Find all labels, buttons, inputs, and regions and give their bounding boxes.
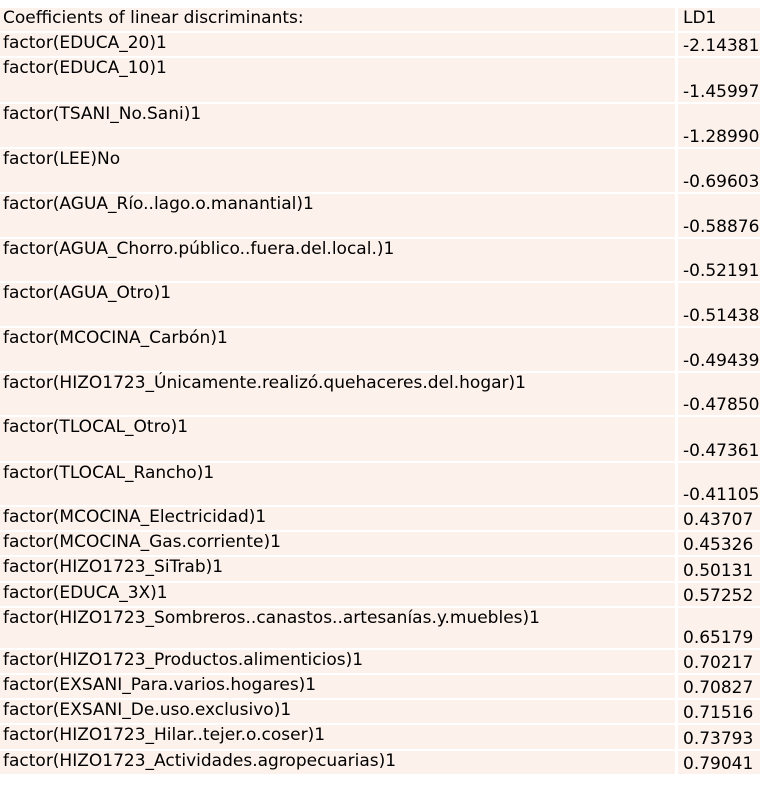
- table-row: factor(LEE)No -0.69603: [0, 148, 760, 194]
- row-name: factor(TLOCAL_Rancho)1: [0, 462, 677, 507]
- row-value: -0.52191: [675, 238, 760, 283]
- row-value: -0.41105: [675, 462, 760, 507]
- coefficients-table: Coefficients of linear discriminants: LD…: [0, 8, 760, 776]
- row-name: factor(AGUA_Río..lago.o.manantial)1: [0, 193, 677, 239]
- row-name: factor(TSANI_No.Sani)1: [0, 103, 677, 149]
- row-value: -0.47850: [675, 372, 760, 417]
- row-value: -0.69603: [675, 148, 760, 194]
- table-row: factor(HIZO1723_SiTrab)1 0.50131: [0, 556, 760, 583]
- table-row: factor(MCOCINA_Gas.corriente)1 0.45326: [0, 531, 760, 557]
- table-row: factor(TLOCAL_Rancho)1 -0.41105: [0, 462, 760, 507]
- row-value: -2.14381: [675, 32, 760, 58]
- row-name: factor(HIZO1723_Actividades.agropecuaria…: [0, 750, 677, 776]
- table-row: factor(AGUA_Otro)1 -0.51438: [0, 282, 760, 328]
- row-name: factor(AGUA_Chorro.público..fuera.del.lo…: [0, 238, 677, 283]
- row-name: factor(HIZO1723_Únicamente.realizó.queha…: [0, 372, 677, 417]
- table-row: factor(EDUCA_20)1 -2.14381: [0, 32, 760, 58]
- row-name: factor(MCOCINA_Carbón)1: [0, 327, 677, 373]
- row-name: factor(HIZO1723_Hilar..tejer.o.coser)1: [0, 724, 677, 751]
- row-value: -0.58876: [675, 193, 760, 239]
- row-name: factor(HIZO1723_SiTrab)1: [0, 556, 677, 583]
- row-name: factor(AGUA_Otro)1: [0, 282, 677, 328]
- table-row: factor(MCOCINA_Carbón)1 -0.49439: [0, 327, 760, 373]
- table-row: factor(AGUA_Chorro.público..fuera.del.lo…: [0, 238, 760, 283]
- row-value: 0.70827: [675, 674, 760, 700]
- row-name: factor(MCOCINA_Gas.corriente)1: [0, 531, 677, 557]
- row-value: -0.49439: [675, 327, 760, 373]
- row-name: factor(HIZO1723_Productos.alimenticios)1: [0, 649, 677, 675]
- row-name: factor(EDUCA_20)1: [0, 32, 677, 58]
- table-row: factor(HIZO1723_Sombreros..canastos..art…: [0, 607, 760, 650]
- coefficients-table-body: Coefficients of linear discriminants: LD…: [0, 8, 760, 776]
- row-name: factor(EDUCA_10)1: [0, 57, 677, 104]
- row-value: -1.45997: [675, 57, 760, 104]
- row-value: 0.57252: [675, 582, 760, 608]
- row-value: 0.73793: [675, 724, 760, 751]
- table-row: factor(TLOCAL_Otro)1 -0.47361: [0, 416, 760, 463]
- header-label: Coefficients of linear discriminants:: [0, 8, 677, 33]
- table-row: factor(HIZO1723_Actividades.agropecuaria…: [0, 750, 760, 776]
- table-row: factor(MCOCINA_Electricidad)1 0.43707: [0, 506, 760, 532]
- header-row: Coefficients of linear discriminants: LD…: [0, 8, 760, 33]
- row-name: factor(EXSANI_De.uso.exclusivo)1: [0, 699, 677, 725]
- row-value: 0.45326: [675, 531, 760, 557]
- table-row: factor(TSANI_No.Sani)1 -1.28990: [0, 103, 760, 149]
- row-value: 0.79041: [675, 750, 760, 776]
- table-row: factor(HIZO1723_Únicamente.realizó.queha…: [0, 372, 760, 417]
- row-value: -1.28990: [675, 103, 760, 149]
- row-value: 0.65179: [675, 607, 760, 650]
- row-name: factor(HIZO1723_Sombreros..canastos..art…: [0, 607, 677, 650]
- row-value: -0.47361: [675, 416, 760, 463]
- row-name: factor(LEE)No: [0, 148, 677, 194]
- row-name: factor(MCOCINA_Electricidad)1: [0, 506, 677, 532]
- row-value: 0.71516: [675, 699, 760, 725]
- row-value: 0.43707: [675, 506, 760, 532]
- row-name: factor(TLOCAL_Otro)1: [0, 416, 677, 463]
- row-value: 0.70217: [675, 649, 760, 675]
- row-name: factor(EXSANI_Para.varios.hogares)1: [0, 674, 677, 700]
- table-row: factor(HIZO1723_Hilar..tejer.o.coser)1 0…: [0, 724, 760, 751]
- row-name: factor(EDUCA_3X)1: [0, 582, 677, 608]
- row-value: 0.50131: [675, 556, 760, 583]
- table-row: factor(EXSANI_De.uso.exclusivo)1 0.71516: [0, 699, 760, 725]
- header-ld1: LD1: [675, 8, 760, 33]
- table-row: factor(EXSANI_Para.varios.hogares)1 0.70…: [0, 674, 760, 700]
- table-row: factor(EDUCA_3X)1 0.57252: [0, 582, 760, 608]
- table-row: factor(AGUA_Río..lago.o.manantial)1 -0.5…: [0, 193, 760, 239]
- table-row: factor(HIZO1723_Productos.alimenticios)1…: [0, 649, 760, 675]
- table-row: factor(EDUCA_10)1 -1.45997: [0, 57, 760, 104]
- row-value: -0.51438: [675, 282, 760, 328]
